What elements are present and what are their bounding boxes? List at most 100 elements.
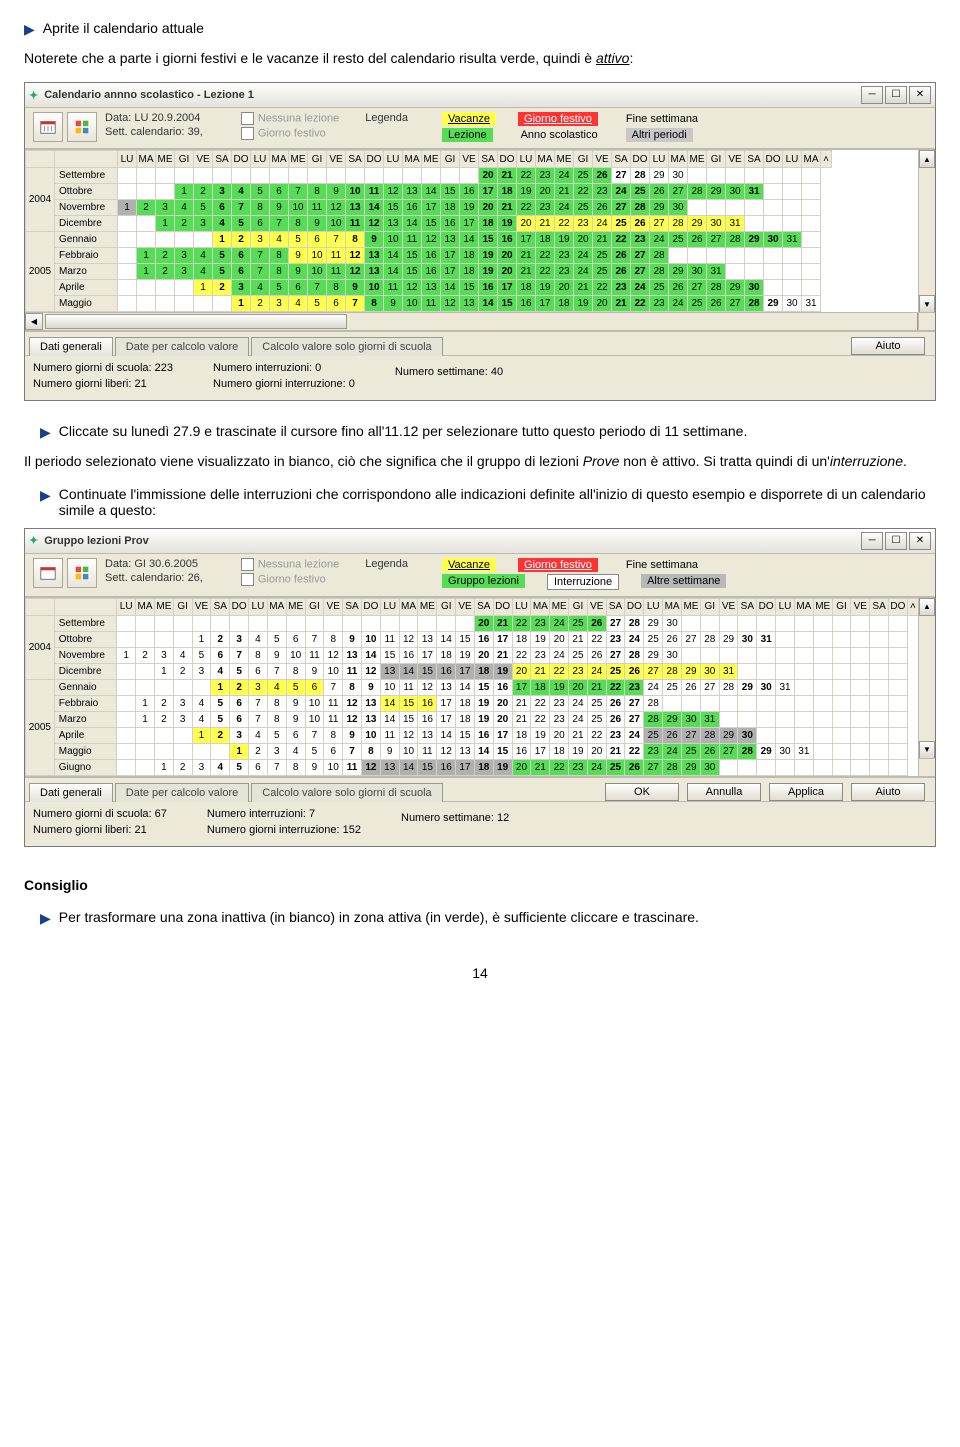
legend-altri: Altri periodi bbox=[626, 128, 693, 142]
tabs: Dati generali Date per calcolo valore Ca… bbox=[25, 777, 935, 801]
calendar-grid[interactable]: LUMAMEGIVESADOLUMAMEGIVESADOLUMAMEGIVESA… bbox=[25, 597, 935, 777]
data-value: LU 20.9.2004 bbox=[134, 112, 200, 124]
window-title: Gruppo lezioni Prov bbox=[44, 535, 149, 547]
stat-giorni-int: Numero giorni interruzione: 0 bbox=[213, 378, 355, 390]
sett-value: 26, bbox=[188, 572, 203, 584]
legend-festivo: Giorno festivo bbox=[518, 112, 598, 126]
maximize-button[interactable]: ☐ bbox=[885, 532, 907, 550]
legend-interruzione: Interruzione bbox=[547, 574, 619, 590]
footer-stats: Numero giorni di scuola: 67 Numero giorn… bbox=[25, 801, 935, 846]
color-tool-icon[interactable] bbox=[67, 112, 97, 142]
intro-text-attivo: attivo bbox=[596, 50, 629, 66]
scroll-up-icon[interactable]: ▲ bbox=[919, 598, 935, 616]
scroll-up-icon[interactable]: ▲ bbox=[919, 150, 935, 168]
color-tool-icon[interactable] bbox=[67, 558, 97, 588]
tab-calcolo-valore[interactable]: Calcolo valore solo giorni di scuola bbox=[251, 783, 442, 802]
legenda-label: Legenda bbox=[365, 558, 408, 572]
resize-grip-icon[interactable] bbox=[918, 312, 935, 330]
triangle-bullet-icon: ▶ bbox=[40, 423, 51, 441]
bullet-continue: ▶ Continuate l'immissione delle interruz… bbox=[40, 486, 936, 518]
mid-interruzione: interruzione bbox=[830, 453, 903, 469]
scroll-down-icon[interactable]: ▼ bbox=[919, 295, 935, 313]
data-value: GI 30.6.2005 bbox=[134, 558, 198, 570]
bullet-text: Aprite il calendario attuale bbox=[43, 20, 204, 36]
ok-button[interactable]: OK bbox=[605, 783, 679, 801]
checkbox-nessuna[interactable] bbox=[241, 112, 254, 125]
intro-paragraph: Noterete che a parte i giorni festivi e … bbox=[24, 48, 936, 68]
intro-text-c: : bbox=[629, 50, 633, 66]
vertical-scrollbar[interactable]: ▲ ▼ bbox=[918, 598, 935, 759]
minimize-button[interactable]: ─ bbox=[861, 86, 883, 104]
window-gruppo-lezioni-prov: ✦ Gruppo lezioni Prov ─ ☐ ✕ Data: GI 30.… bbox=[24, 528, 936, 847]
triangle-bullet-icon: ▶ bbox=[40, 909, 51, 927]
data-label: Data: bbox=[105, 112, 131, 124]
window-calendario-lezione1: ✦ Calendario annno scolastico - Lezione … bbox=[24, 82, 936, 401]
aiuto-button[interactable]: Aiuto bbox=[851, 783, 925, 801]
checkbox-festivo[interactable] bbox=[241, 573, 254, 586]
close-button[interactable]: ✕ bbox=[909, 532, 931, 550]
page-number: 14 bbox=[24, 965, 936, 981]
mid-e: . bbox=[903, 453, 907, 469]
checkbox-nessuna[interactable] bbox=[241, 558, 254, 571]
app-icon: ✦ bbox=[29, 89, 38, 102]
tab-dati-generali[interactable]: Dati generali bbox=[29, 337, 113, 356]
stat-settimane: Numero settimane: 12 bbox=[401, 812, 509, 824]
bullet-open-calendar: ▶ Aprite il calendario attuale bbox=[24, 20, 936, 38]
applica-button[interactable]: Applica bbox=[769, 783, 843, 801]
triangle-bullet-icon: ▶ bbox=[24, 20, 35, 38]
chk-nessuna-label: Nessuna lezione bbox=[258, 113, 339, 125]
legend-anno: Anno scolastico bbox=[515, 128, 604, 142]
scroll-thumb[interactable] bbox=[45, 314, 347, 329]
legenda-label: Legenda bbox=[365, 112, 408, 126]
bullet-consiglio: ▶ Per trasformare una zona inattiva (in … bbox=[40, 909, 936, 927]
stat-interruzioni: Numero interruzioni: 0 bbox=[213, 362, 355, 374]
sett-value: 39, bbox=[188, 126, 203, 138]
legend-gruppo: Gruppo lezioni bbox=[442, 574, 525, 588]
legend-vacanze: Vacanze bbox=[442, 112, 496, 126]
window-title: Calendario annno scolastico - Lezione 1 bbox=[44, 89, 254, 101]
annulla-button[interactable]: Annulla bbox=[687, 783, 761, 801]
mid-a: Il periodo selezionato viene visualizzat… bbox=[24, 453, 583, 469]
bullet-click-drag: ▶ Cliccate su lunedì 27.9 e trascinate i… bbox=[40, 423, 936, 441]
chk-festivo-label: Giorno festivo bbox=[258, 573, 326, 585]
intro-text-a: Noterete che a parte i giorni festivi e … bbox=[24, 50, 596, 66]
legend-altresett: Altre settimane bbox=[641, 574, 726, 588]
maximize-button[interactable]: ☐ bbox=[885, 86, 907, 104]
tabs: Dati generali Date per calcolo valore Ca… bbox=[25, 331, 935, 355]
legend-fine: Fine settimana bbox=[620, 558, 704, 572]
app-icon: ✦ bbox=[29, 534, 38, 547]
scroll-left-icon[interactable]: ◀ bbox=[25, 313, 43, 330]
stat-settimane: Numero settimane: 40 bbox=[395, 366, 503, 378]
vertical-scrollbar[interactable]: ▲ ▼ bbox=[918, 150, 935, 313]
close-button[interactable]: ✕ bbox=[909, 86, 931, 104]
tab-date-calcolo[interactable]: Date per calcolo valore bbox=[115, 337, 250, 356]
scroll-down-icon[interactable]: ▼ bbox=[919, 741, 935, 759]
horizontal-scrollbar[interactable]: ◀ ▶ bbox=[25, 312, 935, 330]
legend-vacanze: Vacanze bbox=[442, 558, 496, 572]
calendar-tool-icon[interactable] bbox=[33, 112, 63, 142]
stat-scuola: Numero giorni di scuola: 67 bbox=[33, 808, 167, 820]
triangle-bullet-icon: ▶ bbox=[40, 486, 51, 504]
stat-liberi: Numero giorni liberi: 21 bbox=[33, 824, 167, 836]
calendar-tool-icon[interactable] bbox=[33, 558, 63, 588]
stat-liberi: Numero giorni liberi: 21 bbox=[33, 378, 173, 390]
calendar-grid[interactable]: LUMAMEGIVESADOLUMAMEGIVESADOLUMAMEGIVESA… bbox=[25, 149, 935, 331]
titlebar: ✦ Calendario annno scolastico - Lezione … bbox=[25, 83, 935, 108]
tab-calcolo-valore[interactable]: Calcolo valore solo giorni di scuola bbox=[251, 337, 442, 356]
aiuto-button[interactable]: Aiuto bbox=[851, 337, 925, 355]
toolbar: Data: LU 20.9.2004 Sett. calendario: 39,… bbox=[25, 108, 935, 149]
legend-festivo: Giorno festivo bbox=[518, 558, 598, 572]
sett-label: Sett. calendario: bbox=[105, 126, 185, 138]
toolbar: Data: GI 30.6.2005 Sett. calendario: 26,… bbox=[25, 554, 935, 597]
checkbox-festivo[interactable] bbox=[241, 127, 254, 140]
mid-prove: Prove bbox=[583, 453, 620, 469]
tab-date-calcolo[interactable]: Date per calcolo valore bbox=[115, 783, 250, 802]
stat-giorni-int: Numero giorni interruzione: 152 bbox=[207, 824, 361, 836]
tab-dati-generali[interactable]: Dati generali bbox=[29, 783, 113, 802]
chk-festivo-label: Giorno festivo bbox=[258, 128, 326, 140]
bullet-text: Continuate l'immissione delle interruzio… bbox=[59, 486, 936, 518]
bullet-text: Per trasformare una zona inattiva (in bi… bbox=[59, 909, 699, 925]
bullet-text: Cliccate su lunedì 27.9 e trascinate il … bbox=[59, 423, 748, 439]
resize-grip-icon[interactable] bbox=[918, 758, 935, 776]
minimize-button[interactable]: ─ bbox=[861, 532, 883, 550]
